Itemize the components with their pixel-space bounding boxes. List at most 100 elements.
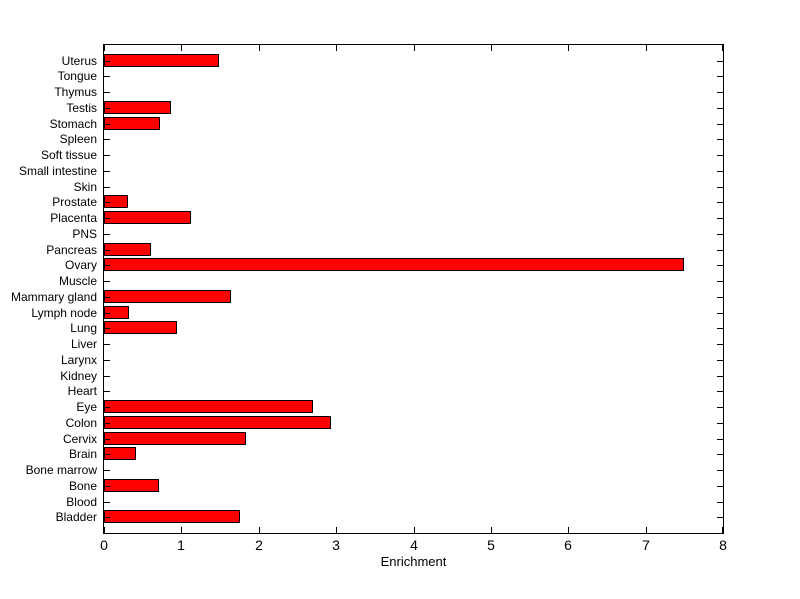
- y-tick-label: Heart: [67, 384, 97, 398]
- plot-area: [103, 44, 724, 534]
- y-tick-right: [717, 265, 723, 266]
- y-tick-left: [104, 76, 110, 77]
- y-tick-right: [717, 502, 723, 503]
- y-tick-right: [717, 407, 723, 408]
- x-tick-label: 2: [255, 537, 263, 553]
- bar-pancreas: [104, 243, 151, 256]
- y-tick-right: [717, 517, 723, 518]
- y-tick-left: [104, 486, 110, 487]
- x-tick-label: 0: [100, 537, 108, 553]
- y-tick-right: [717, 61, 723, 62]
- y-tick-left: [104, 234, 110, 235]
- y-tick-right: [717, 187, 723, 188]
- y-tick-right: [717, 439, 723, 440]
- y-tick-left: [104, 250, 110, 251]
- y-tick-left: [104, 423, 110, 424]
- x-tick-label: 3: [332, 537, 340, 553]
- y-tick-label: Blood: [66, 495, 97, 509]
- y-tick-left: [104, 108, 110, 109]
- y-tick-label: Liver: [70, 337, 97, 351]
- y-tick-left: [104, 281, 110, 282]
- bar-lung: [104, 321, 177, 334]
- x-tick-top: [181, 45, 182, 51]
- y-tick-label: Colon: [65, 416, 97, 430]
- y-tick-label: Bone: [68, 479, 97, 493]
- bar-mammary-gland: [104, 290, 231, 303]
- x-tick-label: 4: [410, 537, 418, 553]
- bar-cervix: [104, 432, 246, 445]
- y-tick-left: [104, 360, 110, 361]
- x-tick-top: [722, 45, 723, 51]
- y-tick-right: [717, 328, 723, 329]
- x-tick-bottom: [104, 527, 105, 533]
- x-tick-top: [491, 45, 492, 51]
- y-tick-right: [717, 108, 723, 109]
- bar-ovary: [104, 258, 684, 271]
- y-tick-right: [717, 344, 723, 345]
- y-tick-label: Larynx: [60, 353, 97, 367]
- y-tick-left: [104, 124, 110, 125]
- y-tick-left: [104, 297, 110, 298]
- y-tick-right: [717, 250, 723, 251]
- y-tick-right: [717, 234, 723, 235]
- y-tick-label: PNS: [72, 227, 97, 241]
- y-tick-right: [717, 76, 723, 77]
- bar-colon: [104, 416, 331, 429]
- y-tick-right: [717, 124, 723, 125]
- y-tick-right: [717, 171, 723, 172]
- y-tick-left: [104, 265, 110, 266]
- y-tick-left: [104, 391, 110, 392]
- x-tick-label: 8: [719, 537, 727, 553]
- y-tick-label: Kidney: [60, 369, 97, 383]
- y-tick-right: [717, 313, 723, 314]
- y-tick-left: [104, 502, 110, 503]
- y-tick-right: [717, 486, 723, 487]
- y-tick-left: [104, 517, 110, 518]
- y-tick-left: [104, 61, 110, 62]
- y-tick-left: [104, 470, 110, 471]
- bar-testis: [104, 101, 171, 114]
- x-tick-bottom: [568, 527, 569, 533]
- y-tick-label: Testis: [66, 101, 97, 115]
- y-tick-label: Cervix: [62, 432, 97, 446]
- y-tick-right: [717, 391, 723, 392]
- x-tick-bottom: [336, 527, 337, 533]
- bar-prostate: [104, 195, 128, 208]
- y-tick-label: Placenta: [50, 211, 97, 225]
- y-tick-left: [104, 407, 110, 408]
- bar-lymph-node: [104, 306, 129, 319]
- y-tick-label: Tongue: [57, 69, 97, 83]
- y-tick-right: [717, 218, 723, 219]
- y-tick-right: [717, 281, 723, 282]
- x-tick-top: [646, 45, 647, 51]
- y-tick-left: [104, 202, 110, 203]
- bar-placenta: [104, 211, 191, 224]
- x-tick-bottom: [722, 527, 723, 533]
- x-tick-label: 5: [487, 537, 495, 553]
- x-axis-title: Enrichment: [380, 554, 447, 569]
- y-tick-left: [104, 139, 110, 140]
- bar-eye: [104, 400, 313, 413]
- x-tick-label: 7: [642, 537, 650, 553]
- y-tick-label: Lung: [70, 321, 97, 335]
- y-tick-left: [104, 187, 110, 188]
- x-tick-top: [414, 45, 415, 51]
- y-tick-label: Soft tissue: [40, 148, 97, 162]
- y-tick-left: [104, 439, 110, 440]
- x-tick-top: [259, 45, 260, 51]
- x-tick-bottom: [646, 527, 647, 533]
- y-tick-left: [104, 376, 110, 377]
- y-tick-label: Bladder: [55, 510, 97, 524]
- y-tick-right: [717, 360, 723, 361]
- x-tick-top: [336, 45, 337, 51]
- x-tick-label: 6: [564, 537, 572, 553]
- y-tick-label: Pancreas: [46, 243, 97, 257]
- y-tick-right: [717, 202, 723, 203]
- bar-bone: [104, 479, 159, 492]
- y-tick-left: [104, 171, 110, 172]
- y-tick-right: [717, 376, 723, 377]
- x-tick-bottom: [491, 527, 492, 533]
- y-tick-left: [104, 328, 110, 329]
- y-tick-left: [104, 344, 110, 345]
